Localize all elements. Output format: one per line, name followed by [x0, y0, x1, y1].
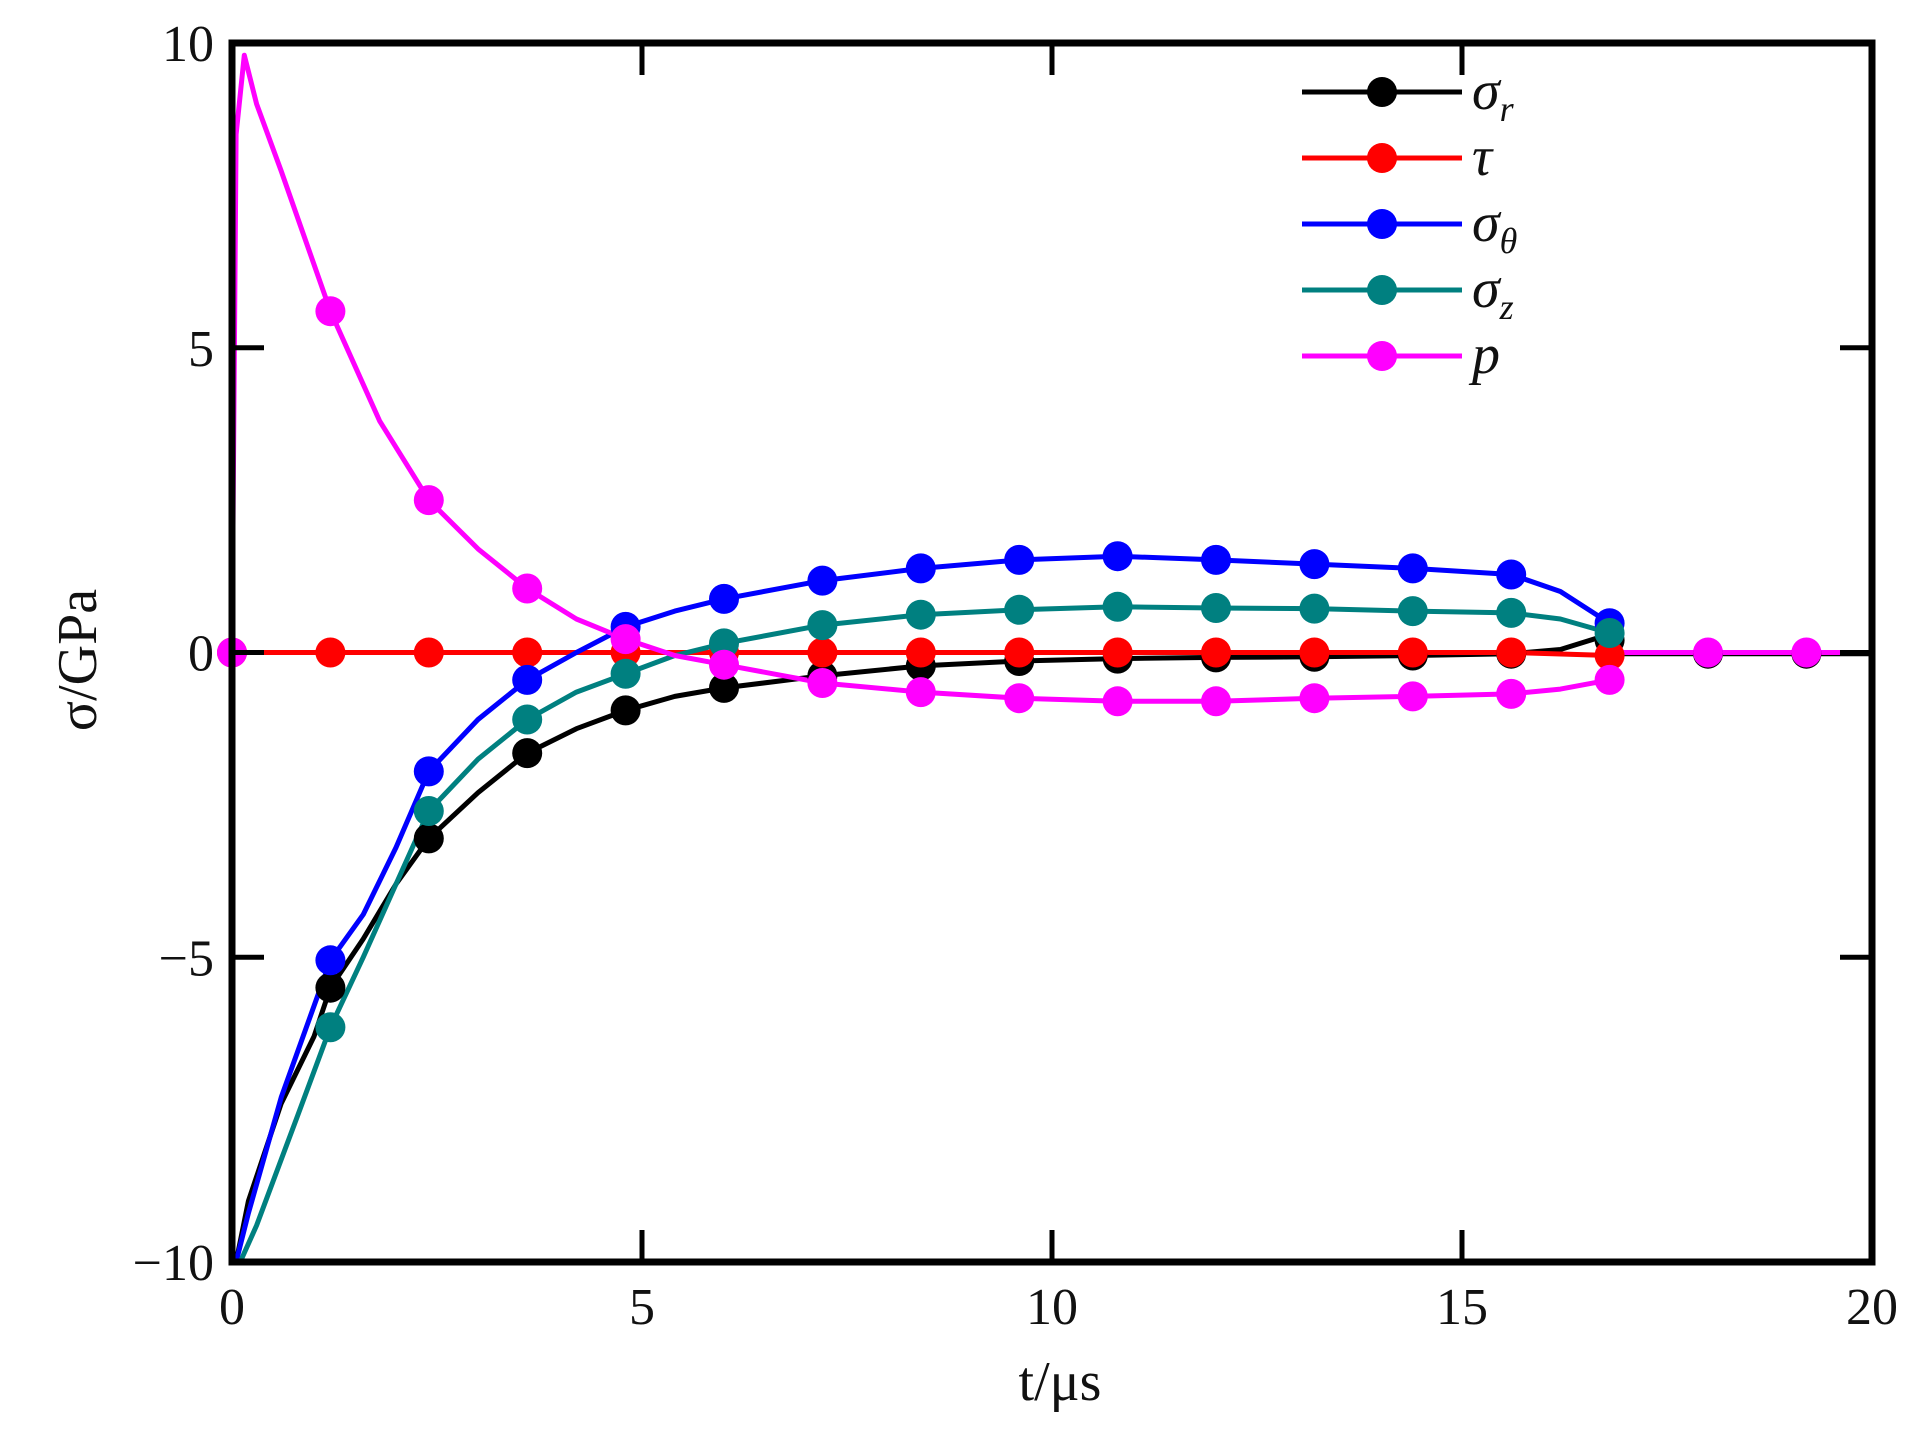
- data-point: [905, 553, 936, 584]
- data-point: [905, 637, 936, 668]
- x-tick-label: 10: [1026, 1279, 1078, 1336]
- data-point: [807, 565, 838, 596]
- y-axis-label: σ/GPa: [47, 589, 109, 731]
- data-point: [1004, 594, 1035, 625]
- legend-marker: [1367, 143, 1397, 173]
- legend-marker: [1367, 275, 1397, 305]
- data-point: [709, 628, 739, 659]
- data-point: [807, 668, 838, 698]
- legend-label: p: [1468, 324, 1500, 386]
- data-point: [807, 610, 838, 641]
- data-point: [610, 624, 641, 655]
- x-tick-label: 0: [219, 1279, 245, 1336]
- data-point: [512, 637, 543, 668]
- data-point: [1004, 683, 1035, 714]
- y-tick-label: 0: [188, 626, 214, 683]
- data-point: [1397, 553, 1428, 584]
- data-point: [709, 672, 739, 703]
- x-tick-label: 20: [1846, 1279, 1898, 1336]
- legend-label: σz: [1472, 258, 1514, 327]
- data-point: [315, 945, 346, 976]
- legend-marker: [1367, 209, 1397, 239]
- plot-area: [217, 52, 1872, 1264]
- data-point: [512, 664, 543, 695]
- data-point: [1004, 544, 1035, 575]
- data-point: [709, 649, 739, 680]
- data-point: [1693, 637, 1723, 668]
- data-point: [1102, 541, 1133, 572]
- data-point: [1102, 591, 1133, 622]
- axis-ticks: [229, 40, 1875, 1265]
- y-tick-label: −10: [133, 1235, 214, 1292]
- data-point: [413, 485, 444, 516]
- data-point: [1791, 637, 1822, 668]
- data-point: [1201, 593, 1231, 623]
- data-point: [413, 756, 444, 787]
- data-point: [512, 704, 543, 735]
- legend-marker: [1367, 77, 1397, 107]
- data-point: [905, 677, 936, 708]
- data-point: [1299, 683, 1330, 714]
- data-point: [413, 637, 444, 668]
- data-point: [512, 738, 543, 769]
- legend-label: σr: [1472, 60, 1515, 129]
- data-point: [512, 573, 543, 604]
- data-point: [315, 1012, 346, 1043]
- x-tick-label: 5: [629, 1279, 655, 1336]
- data-point: [1496, 559, 1527, 590]
- data-point: [315, 972, 346, 1003]
- data-point: [1102, 637, 1133, 668]
- data-point: [1102, 686, 1133, 717]
- data-point: [1201, 544, 1231, 575]
- legend-marker: [1367, 341, 1397, 371]
- data-point: [1397, 596, 1428, 627]
- data-point: [1594, 640, 1625, 671]
- data-point: [610, 658, 641, 689]
- data-point: [1299, 593, 1330, 624]
- legend-label: σθ: [1472, 192, 1517, 261]
- data-point: [1496, 597, 1527, 628]
- data-point: [709, 583, 739, 614]
- series-line: [229, 52, 1872, 704]
- y-tick-label: 10: [162, 16, 214, 73]
- x-axis-label: t/μs: [1019, 1351, 1102, 1413]
- data-point: [315, 296, 346, 327]
- data-point: [413, 823, 444, 854]
- legend-label: τ: [1472, 126, 1494, 188]
- data-point: [1201, 637, 1231, 668]
- data-point: [413, 796, 444, 826]
- data-point: [1594, 664, 1625, 695]
- data-point: [610, 695, 641, 726]
- x-tick-label: 15: [1436, 1279, 1488, 1336]
- data-point: [1496, 678, 1527, 709]
- data-point: [1299, 637, 1330, 668]
- data-point: [1299, 549, 1330, 580]
- data-point: [1397, 637, 1428, 668]
- tick-labels: 0 5 10 15 20 −10 −5 0 5 10: [133, 16, 1898, 1336]
- data-point: [1594, 618, 1625, 648]
- data-point: [807, 637, 838, 668]
- data-point: [1496, 637, 1527, 668]
- y-tick-label: −5: [159, 930, 214, 987]
- data-point: [315, 637, 346, 668]
- data-point: [1201, 686, 1231, 717]
- y-tick-label: 5: [188, 321, 214, 378]
- data-point: [1004, 637, 1035, 668]
- data-point: [905, 599, 936, 630]
- data-point: [1397, 681, 1428, 712]
